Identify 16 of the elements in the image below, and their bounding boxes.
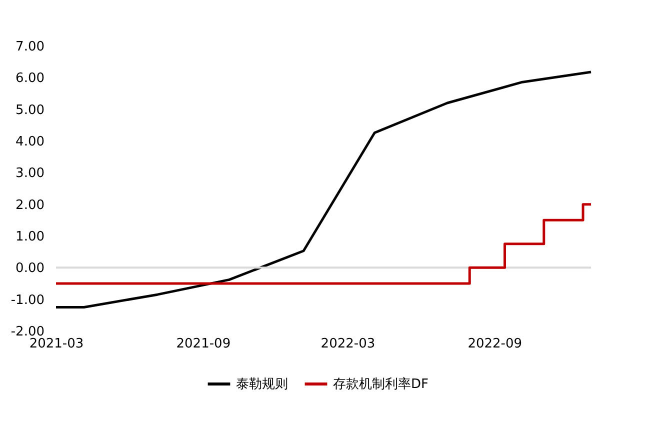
x-tick-label: 2021-09 bbox=[176, 336, 231, 352]
line-series bbox=[54, 70, 592, 308]
x-tick-label: 2022-03 bbox=[320, 336, 376, 352]
x-tick-label: 2021-03 bbox=[29, 336, 84, 352]
y-tick-label: 7.00 bbox=[16, 40, 44, 54]
y-tick-label: 6.00 bbox=[16, 71, 44, 86]
y-tick-label: 0.00 bbox=[16, 261, 44, 276]
y-tick-label: 3.00 bbox=[16, 166, 44, 182]
y-tick-label: 5.00 bbox=[16, 102, 44, 118]
y-tick-label: -1.00 bbox=[10, 292, 44, 308]
legend-label: 泰勒规则 bbox=[236, 377, 288, 392]
legend-label: 存款机制利率DF bbox=[333, 376, 428, 392]
x-tick-label: 2022-09 bbox=[468, 336, 522, 352]
y-tick-label: 1.00 bbox=[16, 230, 44, 244]
y-tick-label: 4.00 bbox=[16, 134, 44, 150]
y-tick-label: 2.00 bbox=[16, 198, 44, 213]
